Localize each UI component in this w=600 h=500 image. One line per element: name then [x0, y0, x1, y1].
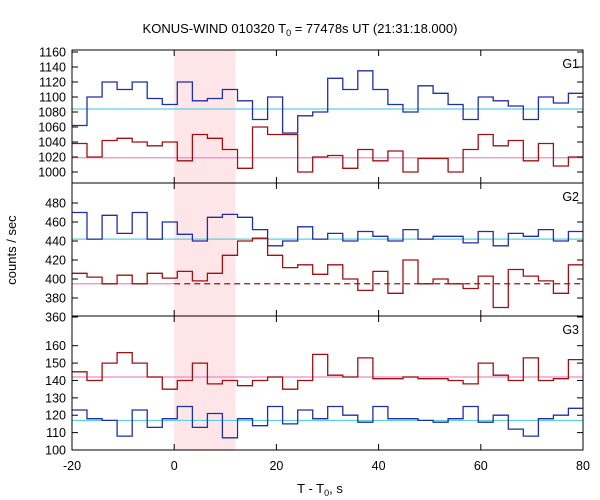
panel-g2-ytick-label-420: 420 — [45, 254, 66, 268]
title-subscript: 0 — [286, 28, 291, 38]
panel-g2-plot — [72, 211, 583, 309]
panel-g1-ytick-label-1000: 1000 — [38, 166, 66, 180]
xtick-label-60: 60 — [474, 459, 488, 473]
panel-g3-ytick-label-100: 100 — [45, 444, 66, 458]
panel-g2-ytick-label-440: 440 — [45, 235, 66, 249]
chart-title: KONUS-WIND 010320 T0 = 77478s UT (21:31:… — [143, 21, 458, 38]
panel-g1-label: G1 — [562, 57, 579, 71]
xtick-label-80: 80 — [576, 459, 590, 473]
x-axis-label: T - T0, s — [297, 481, 343, 498]
panel-g1-frame — [71, 49, 584, 184]
panel-g2-ytick-label-380: 380 — [45, 292, 66, 306]
panel-g3-ytick-label-110: 110 — [46, 426, 66, 440]
panel-g3-frame — [71, 315, 584, 451]
panel-g1-plot — [72, 70, 583, 173]
panel-g2-series-red — [72, 237, 583, 309]
panel-g3-ytick-label-130: 130 — [45, 391, 66, 405]
title-main: KONUS-WIND 010320 T — [143, 21, 287, 36]
xtick-label-0: 0 — [171, 459, 178, 473]
panel-g1-ytick-label-1080: 1080 — [38, 106, 66, 120]
panel-g3-ytick-label-120: 120 — [45, 409, 66, 423]
plot-layer — [72, 70, 583, 439]
panel-g1-ytick-label-1160: 1160 — [39, 46, 66, 60]
panel-g3-series-blue — [72, 405, 583, 439]
panel-g3-label: G3 — [562, 323, 579, 337]
y-axis-label: counts / sec — [4, 215, 19, 285]
panel-g3-plot — [72, 351, 583, 439]
x-label-main: T - T — [297, 481, 324, 496]
panel-g2-ytick-label-360: 360 — [45, 311, 66, 325]
panel-g1-ytick-label-1120: 1120 — [39, 76, 66, 90]
panel-g1-ytick-label-1100: 1100 — [39, 91, 66, 105]
panel-g1-series-red — [72, 126, 583, 173]
title-rest: = 77478s UT (21:31:18.000) — [291, 21, 457, 36]
panel-g1-ytick-label-1140: 1140 — [39, 61, 66, 75]
panel-g3-ytick-label-150: 150 — [45, 357, 66, 371]
panel-g1-ytick-label-1040: 1040 — [38, 136, 66, 150]
xtick-label-20: 20 — [269, 459, 283, 473]
panel-g1-ytick-label-1020: 1020 — [38, 151, 66, 165]
x-label-subscript: 0 — [324, 488, 329, 498]
panel-g2-ytick-label-400: 400 — [45, 273, 66, 287]
xtick-label-40: 40 — [372, 459, 386, 473]
panel-g3-ytick-label-160: 160 — [45, 339, 66, 353]
shaded-interval-layer — [174, 50, 236, 450]
shaded-interval — [174, 50, 236, 450]
panel-g2-label: G2 — [562, 190, 579, 204]
panel-g1-series-blue — [72, 70, 583, 136]
panel-g3-ytick-label-140: 140 — [45, 374, 66, 388]
panel-g2-frame — [71, 182, 584, 317]
panel-g3-series-red — [72, 351, 583, 390]
frame-layer — [71, 49, 584, 451]
panel-g2-ytick-label-480: 480 — [45, 197, 66, 211]
xtick-label--20: -20 — [63, 459, 81, 473]
label-layer: KONUS-WIND 010320 T0 = 77478s UT (21:31:… — [4, 21, 590, 498]
panel-g2-series-blue — [72, 211, 583, 247]
panel-g2-ytick-label-460: 460 — [45, 216, 66, 230]
panel-g1-ytick-label-1060: 1060 — [38, 121, 66, 135]
x-label-rest: , s — [329, 481, 343, 496]
